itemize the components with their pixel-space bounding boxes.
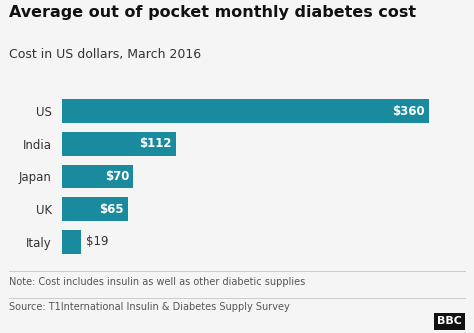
Text: $65: $65 <box>99 203 124 216</box>
Bar <box>62 230 81 253</box>
Text: Average out of pocket monthly diabetes cost: Average out of pocket monthly diabetes c… <box>9 5 417 20</box>
Bar <box>62 197 128 221</box>
Text: $70: $70 <box>105 170 129 183</box>
Text: Source: T1International Insulin & Diabetes Supply Survey: Source: T1International Insulin & Diabet… <box>9 302 290 312</box>
Text: Note: Cost includes insulin as well as other diabetic supplies: Note: Cost includes insulin as well as o… <box>9 277 306 287</box>
Bar <box>62 132 176 156</box>
Bar <box>62 100 429 123</box>
Text: $112: $112 <box>139 137 172 150</box>
Text: BBC: BBC <box>438 316 462 326</box>
Bar <box>62 165 133 188</box>
Text: Cost in US dollars, March 2016: Cost in US dollars, March 2016 <box>9 48 201 61</box>
Text: $360: $360 <box>392 105 425 118</box>
Text: $19: $19 <box>86 235 109 248</box>
